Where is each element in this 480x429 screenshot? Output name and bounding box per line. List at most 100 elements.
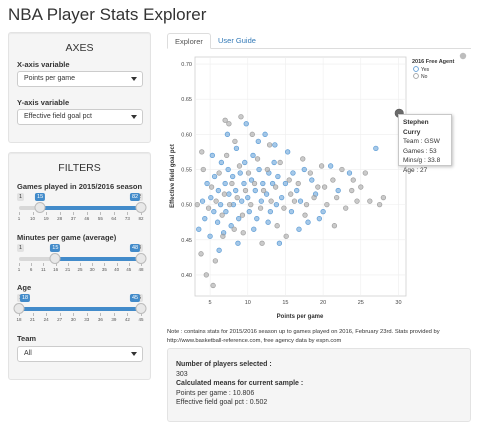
player-point-no[interactable] bbox=[199, 149, 205, 155]
player-point-no[interactable] bbox=[240, 230, 246, 236]
player-point-no[interactable] bbox=[291, 198, 298, 204]
player-point-yes[interactable] bbox=[251, 226, 257, 232]
player-point-no[interactable] bbox=[295, 180, 301, 187]
player-point-yes[interactable] bbox=[214, 219, 221, 225]
tab-explorer[interactable]: Explorer bbox=[167, 33, 211, 49]
player-point-no[interactable] bbox=[283, 233, 289, 239]
player-point-no[interactable] bbox=[264, 166, 270, 173]
player-point-no[interactable] bbox=[302, 212, 308, 218]
player-point-yes[interactable] bbox=[305, 219, 311, 225]
player-point-no[interactable] bbox=[367, 198, 373, 204]
player-point-yes[interactable] bbox=[211, 208, 217, 215]
player-point-no[interactable] bbox=[303, 201, 310, 208]
player-point-no[interactable] bbox=[210, 282, 216, 289]
player-point-no[interactable] bbox=[362, 170, 368, 176]
player-point-yes[interactable] bbox=[296, 226, 302, 232]
player-point-no[interactable] bbox=[248, 201, 254, 208]
player-point-no[interactable] bbox=[242, 187, 249, 194]
player-point-no[interactable] bbox=[380, 194, 387, 201]
player-point-no[interactable] bbox=[350, 177, 356, 183]
minutes-slider-handle-from[interactable] bbox=[49, 253, 61, 264]
player-point-no[interactable] bbox=[249, 131, 255, 137]
player-point-no[interactable] bbox=[354, 198, 360, 204]
player-point-yes[interactable] bbox=[373, 145, 379, 152]
player-point-yes[interactable] bbox=[262, 131, 268, 137]
x-axis-select[interactable]: Points per game bbox=[17, 71, 143, 87]
player-point-no[interactable] bbox=[238, 114, 244, 120]
player-point-no[interactable] bbox=[219, 212, 225, 218]
player-point-yes[interactable] bbox=[217, 201, 224, 208]
player-point-yes[interactable] bbox=[243, 121, 249, 127]
player-point-no[interactable] bbox=[226, 121, 232, 127]
player-point-yes[interactable] bbox=[285, 149, 291, 155]
player-point-yes[interactable] bbox=[246, 208, 252, 215]
player-point-no[interactable] bbox=[272, 184, 279, 190]
player-point-yes[interactable] bbox=[265, 219, 271, 225]
player-point-yes[interactable] bbox=[276, 240, 283, 246]
player-point-no[interactable] bbox=[311, 194, 317, 201]
player-point-yes[interactable] bbox=[239, 198, 245, 204]
player-point-no[interactable] bbox=[205, 205, 212, 211]
player-point-no[interactable] bbox=[220, 233, 226, 239]
player-point-yes[interactable] bbox=[335, 187, 341, 194]
player-point-yes[interactable] bbox=[290, 170, 296, 176]
player-point-no[interactable] bbox=[266, 142, 273, 148]
player-point-yes[interactable] bbox=[225, 166, 231, 173]
player-point-yes[interactable] bbox=[218, 159, 225, 166]
player-point-no[interactable] bbox=[315, 184, 321, 190]
player-point-yes[interactable] bbox=[267, 208, 274, 215]
player-point-no[interactable] bbox=[216, 170, 222, 176]
player-point-no[interactable] bbox=[194, 201, 200, 208]
player-point-no[interactable] bbox=[288, 191, 294, 197]
tab-user-guide[interactable]: User Guide bbox=[218, 36, 256, 45]
player-point-yes[interactable] bbox=[255, 138, 261, 145]
player-point-yes[interactable] bbox=[208, 194, 214, 201]
player-point-yes[interactable] bbox=[233, 187, 239, 194]
legend-yes-marker[interactable] bbox=[413, 66, 419, 72]
player-point-no[interactable] bbox=[229, 180, 235, 187]
player-point-no[interactable] bbox=[251, 180, 258, 187]
player-point-yes[interactable] bbox=[242, 159, 248, 166]
player-point-yes[interactable] bbox=[224, 131, 231, 137]
player-point-yes[interactable] bbox=[252, 187, 258, 194]
player-point-no[interactable] bbox=[239, 212, 246, 218]
player-point-no[interactable] bbox=[257, 205, 264, 211]
player-point-no[interactable] bbox=[358, 184, 364, 190]
player-point-yes[interactable] bbox=[241, 180, 247, 187]
player-point-yes[interactable] bbox=[226, 191, 232, 197]
player-point-yes[interactable] bbox=[254, 216, 260, 222]
player-point-no[interactable] bbox=[245, 170, 252, 176]
player-point-yes[interactable] bbox=[199, 198, 206, 204]
player-point-yes[interactable] bbox=[282, 180, 289, 187]
player-point-no[interactable] bbox=[339, 166, 345, 173]
player-point-yes[interactable] bbox=[327, 163, 334, 169]
player-point-no[interactable] bbox=[376, 201, 383, 208]
player-point-yes[interactable] bbox=[237, 170, 243, 176]
player-point-yes[interactable] bbox=[222, 180, 228, 187]
player-point-yes[interactable] bbox=[228, 223, 234, 229]
player-point-no[interactable] bbox=[221, 191, 228, 197]
player-point-no[interactable] bbox=[198, 251, 204, 257]
player-point-yes[interactable] bbox=[235, 240, 241, 246]
player-point-yes[interactable] bbox=[275, 173, 281, 180]
player-point-no[interactable] bbox=[236, 163, 243, 169]
player-point-no[interactable] bbox=[334, 194, 340, 201]
player-point-yes[interactable] bbox=[297, 198, 304, 204]
player-point-yes[interactable] bbox=[256, 166, 262, 173]
player-point-yes[interactable] bbox=[202, 216, 208, 222]
player-point-yes[interactable] bbox=[223, 208, 229, 215]
player-point-no[interactable] bbox=[212, 258, 218, 264]
player-point-no[interactable] bbox=[260, 187, 267, 194]
player-point-yes[interactable] bbox=[258, 198, 264, 204]
games-slider-handle-from[interactable] bbox=[34, 202, 46, 213]
player-point-no[interactable] bbox=[200, 166, 206, 173]
games-slider[interactable]: 1 82 15 82 1 10 19 28 37 46 55 64 73 82 bbox=[17, 193, 147, 227]
player-point-yes[interactable] bbox=[269, 180, 276, 187]
player-point-yes[interactable] bbox=[230, 173, 236, 180]
player-point-no[interactable] bbox=[234, 194, 240, 201]
player-point-no[interactable] bbox=[227, 201, 233, 208]
age-slider[interactable]: 18 45 18 45 18 21 24 27 30 33 36 39 42 45 bbox=[13, 294, 147, 328]
player-point-yes[interactable] bbox=[288, 208, 295, 215]
player-point-no[interactable] bbox=[321, 184, 328, 190]
